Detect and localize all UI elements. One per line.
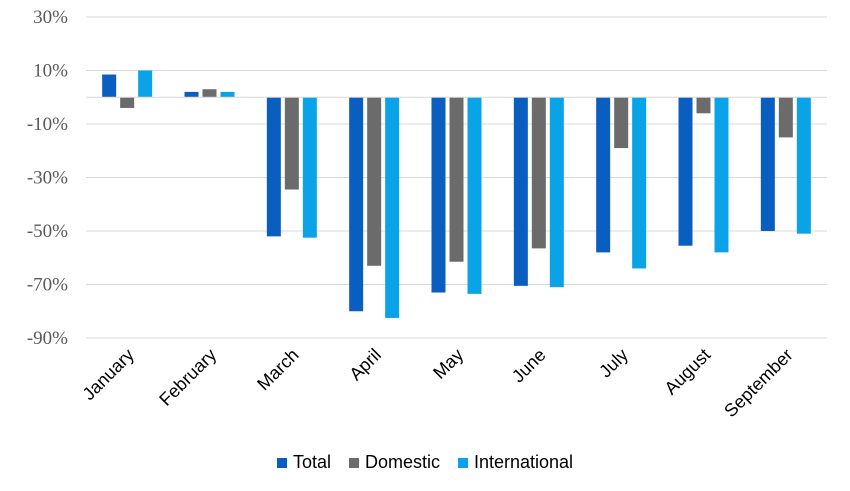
y-tick-label: -10% [27, 114, 68, 135]
legend-item-domestic: Domestic [348, 452, 440, 473]
x-tick-label: May [429, 345, 467, 383]
bar-domestic-august [696, 97, 711, 114]
x-tick-label: June [508, 345, 550, 387]
legend-item-total: Total [276, 452, 331, 473]
legend-label: Total [292, 452, 331, 472]
bar-international-june [549, 97, 564, 288]
bar-domestic-june [531, 97, 546, 249]
bar-total-august [678, 97, 693, 246]
x-tick-label: February [155, 345, 220, 410]
bar-international-april [385, 97, 400, 318]
bar-international-january [138, 70, 153, 98]
y-tick-label: 30% [33, 7, 68, 28]
bar-international-august [714, 97, 729, 253]
legend-swatch [276, 457, 287, 468]
bar-total-april [349, 97, 364, 312]
x-tick-label: March [253, 345, 303, 395]
bars [102, 70, 811, 318]
y-axis-ticks: 30% 10% -10% -30% -50% -70% -90% [27, 7, 68, 349]
bar-domestic-april [367, 97, 382, 266]
legend-swatch [348, 457, 359, 468]
bar-total-march [266, 97, 281, 237]
bar-total-september [760, 97, 775, 231]
x-tick-label: September [720, 345, 796, 421]
x-tick-label: April [345, 345, 385, 385]
bar-domestic-february [202, 89, 217, 98]
legend-swatch [457, 457, 468, 468]
y-tick-label: 10% [33, 61, 68, 82]
bar-domestic-september [778, 97, 793, 138]
legend-label: International [473, 452, 574, 472]
bar-total-may [431, 97, 446, 293]
y-tick-label: -50% [27, 221, 68, 242]
bar-international-march [302, 97, 317, 238]
y-tick-label: -70% [27, 275, 68, 296]
bar-international-may [467, 97, 482, 294]
bar-domestic-july [614, 97, 629, 149]
bar-total-january [102, 74, 117, 98]
x-tick-label: August [661, 345, 715, 399]
bar-domestic-january [120, 97, 135, 108]
legend-item-international: International [457, 452, 574, 473]
x-axis-ticks: January February March April May June July Augu… [79, 345, 797, 421]
legend-label: Domestic [364, 452, 440, 472]
x-tick-label: July [595, 345, 632, 382]
bar-total-february [184, 91, 199, 98]
bar-domestic-may [449, 97, 464, 262]
bar-international-july [632, 97, 647, 269]
y-tick-label: -90% [27, 328, 68, 349]
legend: Total Domestic International [0, 452, 850, 473]
bar-international-september [796, 97, 811, 234]
y-tick-label: -30% [27, 168, 68, 189]
bar-domestic-march [284, 97, 299, 190]
bar-international-february [220, 91, 235, 98]
bar-total-july [596, 97, 611, 253]
x-tick-label: January [79, 345, 138, 404]
bar-chart: 30% 10% -10% -30% -50% -70% -90% January Februa… [27, 7, 827, 421]
bar-total-june [513, 97, 528, 286]
